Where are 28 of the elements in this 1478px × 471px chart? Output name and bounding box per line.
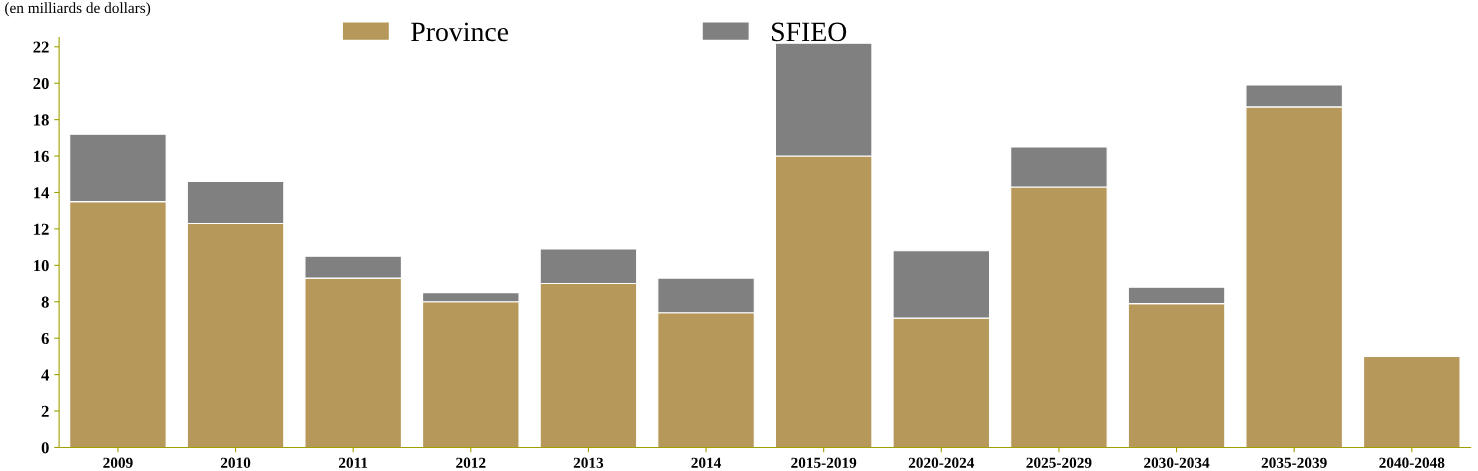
- x-tick-label: 2025-2029: [1026, 457, 1092, 468]
- x-tick-label: 2009: [103, 457, 133, 468]
- y-tick-label: 14: [34, 187, 50, 199]
- legend-label: SFIEO: [772, 22, 847, 42]
- x-tick-label: 2030-2034: [1144, 457, 1210, 468]
- y-tick-label: 4: [41, 369, 50, 381]
- y-axis-title: (en milliards de dollars): [5, 2, 151, 17]
- x-tick-label: 2013: [573, 457, 604, 468]
- x-tick-label: 2012: [456, 457, 486, 468]
- y-tick-label: 8: [41, 296, 49, 308]
- y-tick-label: 10: [34, 260, 49, 272]
- x-tick-label: 2020-2024: [908, 457, 975, 468]
- x-tick-label: 2015-2019: [791, 457, 857, 468]
- y-tick-label: 2: [41, 405, 49, 417]
- y-tick-label: 18: [34, 114, 49, 126]
- y-tick-label: 12: [34, 223, 49, 235]
- x-tick-label: 2010: [220, 457, 251, 468]
- y-tick-label: 22: [33, 41, 49, 53]
- y-tick-label: 20: [33, 77, 49, 90]
- y-tick-label: 6: [41, 332, 49, 345]
- bar: [1363, 355, 1461, 448]
- y-tick-label: 0: [41, 442, 49, 454]
- x-tick-label: 2035-2039: [1261, 457, 1327, 468]
- legend-label: Province: [411, 22, 509, 42]
- y-tick-label: 16: [34, 150, 49, 162]
- x-tick-label: 2011: [338, 457, 368, 468]
- x-tick-label: 2014: [691, 457, 722, 468]
- x-tick-label: 2040-2048: [1379, 457, 1445, 468]
